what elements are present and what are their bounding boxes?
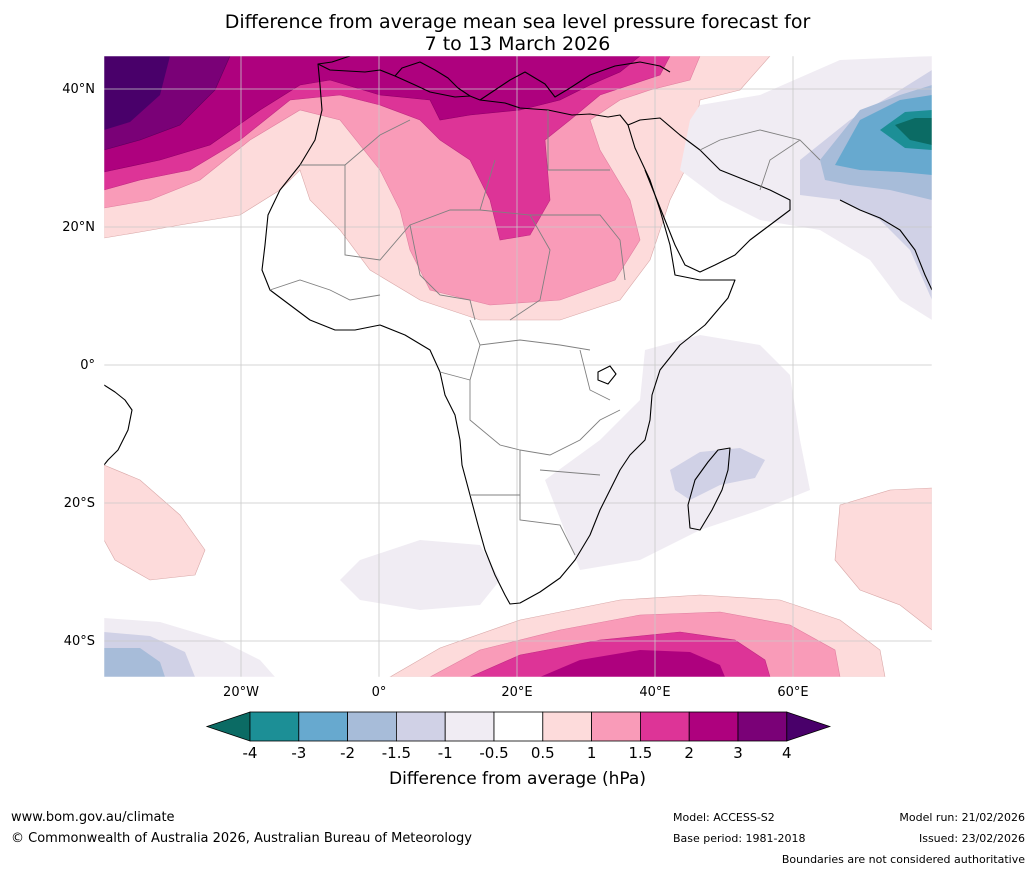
colorbar-segment: [591, 711, 641, 742]
coastline-arabia: [627, 117, 791, 273]
anomaly-south-west-0.5: [104, 464, 206, 581]
colorbar-segment: [347, 711, 397, 742]
coastline-south-america: [104, 384, 133, 466]
lon-label-20w: 20°W: [223, 685, 259, 700]
footer-model: Model: ACCESS-S2: [673, 811, 775, 824]
lat-label-20n: 20°N: [62, 220, 95, 235]
coastline-africa: [261, 63, 736, 605]
colorbar-tick-label: -3: [291, 744, 307, 762]
colorbar-tick-label: 0.5: [530, 744, 555, 762]
graticule: [104, 56, 932, 677]
colorbar-segment: [395, 711, 446, 742]
colorbar-segment: [737, 711, 788, 742]
footer-issued: Issued: 23/02/2026: [918, 832, 1025, 845]
colorbar-tick-label: 3: [733, 744, 743, 762]
anomaly-madagascar-neg: [670, 448, 765, 500]
coastline-europe: [317, 56, 671, 101]
anomaly-north-2.0: [104, 56, 641, 173]
lon-label-0: 0°: [371, 685, 387, 700]
lat-label-20s: 20°S: [63, 496, 95, 511]
colorbar-tick-label: 4: [782, 744, 792, 762]
colorbar-tick-label: 2: [684, 744, 694, 762]
anomaly-north-4.0: [104, 56, 170, 130]
colorbar-tick-label: -1: [437, 744, 453, 762]
anomaly-east-neg-4.0: [895, 118, 932, 145]
anomaly-south-atlantic-neg: [340, 540, 500, 610]
colorbar-title: Difference from average (hPa): [389, 769, 646, 789]
coastline-india: [839, 199, 932, 291]
lat-label-40s: 40°S: [63, 634, 95, 649]
coastline-lake-victoria: [597, 365, 617, 385]
lat-label-equator: 0°: [80, 358, 95, 373]
colorbar-segment: [688, 711, 739, 742]
footer-website[interactable]: www.bom.gov.au/climate: [11, 810, 175, 825]
anomaly-south-2.0: [540, 650, 725, 677]
colorbar-extend-low: [205, 711, 251, 742]
footer-boundaries-note: Boundaries are not considered authoritat…: [781, 853, 1025, 866]
colorbar-segment: [640, 711, 690, 742]
lon-label-20e: 20°E: [501, 685, 533, 700]
colorbar-tick-label: -1.5: [381, 744, 412, 762]
colorbar-tick-label: -2: [340, 744, 356, 762]
lon-label-60e: 60°E: [777, 685, 809, 700]
chart-title-line2: 7 to 13 March 2026: [424, 33, 611, 55]
country-borders: [269, 110, 821, 556]
anomaly-southwest-neg-1.5: [104, 648, 165, 677]
footer-base-period: Base period: 1981-2018: [673, 832, 806, 845]
anomaly-southeast-0.5: [834, 487, 932, 631]
footer-model-run: Model run: 21/02/2026: [899, 811, 1025, 824]
colorbar-tick-label: 1.5: [628, 744, 653, 762]
colorbar-extend-high: [786, 711, 832, 742]
footer-copyright: © Commonwealth of Australia 2026, Austra…: [11, 831, 472, 846]
lon-label-40e: 40°E: [639, 685, 671, 700]
colorbar-tick-label: -0.5: [479, 744, 509, 762]
colorbar-segment: [298, 711, 348, 742]
lat-label-40n: 40°N: [62, 82, 95, 97]
anomaly-indian-ocean-neg: [545, 335, 810, 570]
colorbar-segment: [444, 711, 495, 742]
coastlines: [104, 56, 932, 605]
colorbar-tick-label: -4: [242, 744, 258, 762]
coastline-madagascar: [687, 447, 731, 531]
colorbar: [205, 711, 832, 742]
colorbar-segment: [493, 711, 544, 742]
colorbar-tick-label: 1: [586, 744, 597, 762]
colorbar-segment: [249, 711, 300, 742]
colorbar-segment: [542, 711, 592, 742]
chart-title-line1: Difference from average mean sea level p…: [224, 11, 811, 33]
